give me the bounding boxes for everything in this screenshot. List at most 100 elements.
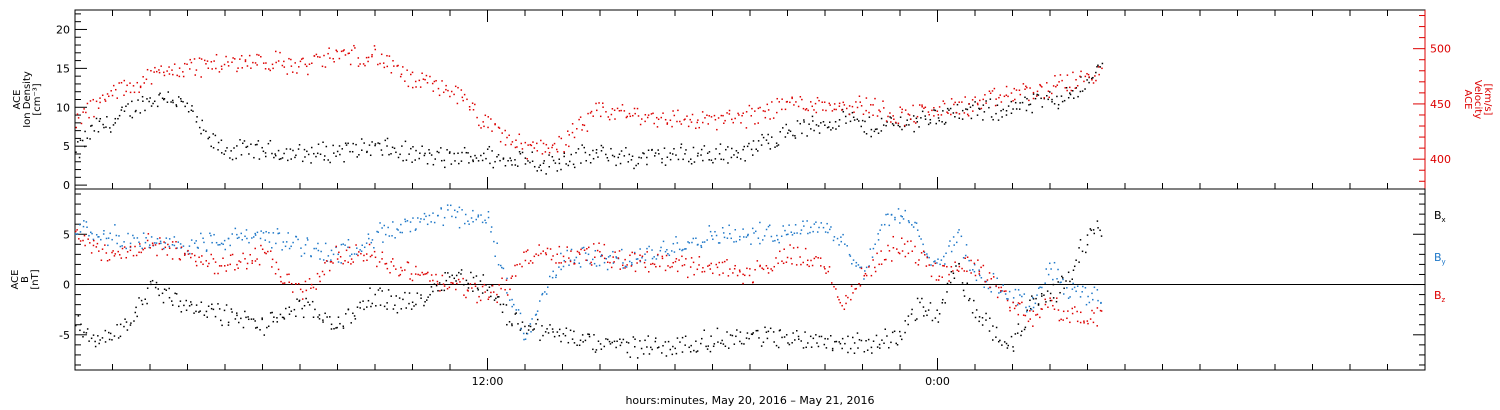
data-point — [1032, 310, 1035, 312]
data-point — [1036, 294, 1038, 296]
data-point — [542, 334, 544, 337]
data-point — [258, 158, 261, 160]
data-point — [806, 220, 808, 222]
data-point — [581, 144, 583, 146]
data-point — [542, 250, 544, 252]
data-point — [941, 302, 944, 304]
data-point — [288, 57, 290, 60]
data-point — [519, 153, 522, 155]
data-point — [813, 223, 816, 225]
data-point — [805, 108, 808, 110]
data-point — [845, 294, 847, 297]
data-point — [509, 157, 511, 159]
data-point — [77, 315, 80, 317]
data-point — [424, 273, 426, 275]
data-point — [281, 157, 284, 159]
data-point — [773, 341, 775, 343]
data-point — [290, 65, 293, 67]
data-point — [352, 142, 354, 145]
data-point — [317, 143, 320, 145]
data-point — [1044, 303, 1047, 306]
data-point — [111, 251, 113, 254]
data-point — [1036, 93, 1038, 96]
data-point — [225, 55, 227, 58]
data-point — [180, 100, 183, 103]
data-point — [517, 323, 519, 325]
data-point — [767, 330, 770, 333]
data-point — [245, 229, 248, 231]
data-point — [168, 66, 170, 68]
data-point — [636, 258, 639, 260]
data-point — [982, 264, 985, 267]
data-point — [672, 242, 675, 245]
data-point — [824, 124, 826, 126]
data-point — [1066, 74, 1069, 76]
data-point — [861, 119, 864, 122]
data-point — [1067, 96, 1070, 99]
data-point — [298, 300, 300, 302]
data-point — [658, 346, 660, 348]
data-point — [923, 107, 925, 110]
data-point — [223, 153, 225, 155]
data-point — [756, 329, 759, 332]
data-point — [832, 239, 835, 242]
data-point — [656, 126, 659, 128]
data-point — [662, 345, 664, 347]
data-point — [870, 135, 872, 138]
data-point — [1051, 101, 1053, 103]
data-point — [992, 118, 994, 121]
data-point — [429, 280, 431, 282]
data-point — [838, 102, 841, 105]
data-point — [102, 123, 104, 126]
data-point — [752, 332, 754, 334]
data-point — [283, 152, 285, 155]
data-point — [529, 323, 532, 325]
data-point — [665, 355, 668, 357]
data-point — [1036, 313, 1039, 316]
data-point — [178, 305, 180, 308]
data-point — [936, 309, 938, 312]
data-point — [217, 149, 219, 151]
data-point — [390, 261, 393, 263]
data-point — [1048, 96, 1050, 99]
data-point — [111, 94, 114, 97]
data-point — [150, 83, 153, 85]
data-point — [1057, 281, 1059, 283]
data-point — [858, 95, 861, 97]
data-point — [511, 141, 514, 143]
data-point — [406, 69, 408, 71]
data-point — [677, 158, 680, 161]
data-point — [1052, 278, 1054, 281]
data-point — [422, 78, 425, 80]
data-point — [1084, 75, 1087, 78]
data-point — [776, 145, 778, 147]
data-point — [807, 109, 809, 112]
data-point — [690, 257, 693, 259]
data-point — [641, 118, 643, 120]
data-point — [425, 74, 428, 77]
data-point — [954, 261, 956, 263]
data-point — [934, 317, 937, 319]
data-point — [316, 152, 319, 155]
data-point — [200, 301, 203, 303]
data-point — [568, 145, 570, 148]
data-point — [488, 286, 491, 288]
data-point — [322, 321, 324, 323]
data-point — [958, 101, 960, 103]
data-point — [551, 328, 554, 330]
data-point — [155, 242, 158, 244]
data-point — [463, 283, 465, 286]
data-point — [651, 257, 654, 260]
data-point — [1046, 290, 1049, 292]
data-point — [156, 254, 158, 257]
data-point — [234, 58, 236, 60]
data-point — [373, 247, 375, 249]
data-point — [929, 302, 932, 304]
data-point — [632, 114, 634, 117]
data-point — [161, 248, 164, 251]
data-point — [324, 66, 327, 68]
data-point — [600, 348, 603, 350]
data-point — [856, 332, 859, 334]
data-point — [977, 103, 979, 106]
data-point — [1028, 99, 1030, 102]
